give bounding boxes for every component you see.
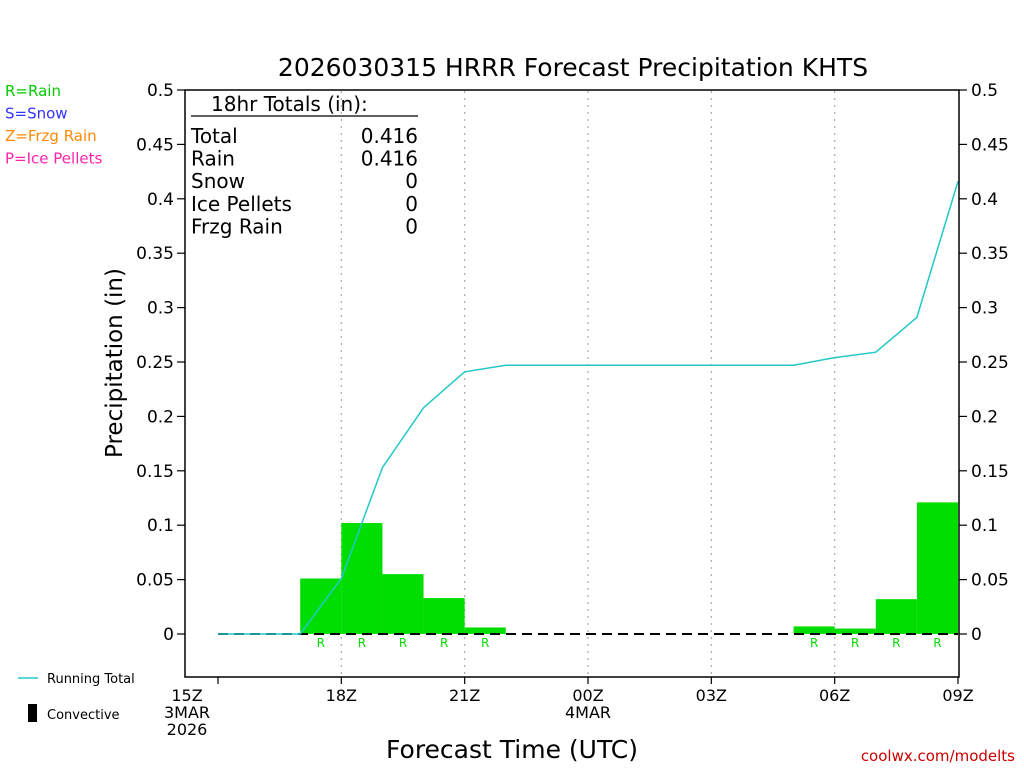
- ptype-mark: R: [892, 636, 900, 650]
- y-axis-right: 0 0.05 0.1 0.15 0.2 0.25 0.3 0.35 0.4 0.45 0.5: [959, 81, 1009, 645]
- ptype-legend-item: R=Rain: [5, 82, 61, 100]
- x-tick-label: 3MAR: [164, 703, 210, 722]
- y-tick-label-left: 0.35: [136, 244, 174, 264]
- x-tick-label: 06Z: [819, 686, 850, 705]
- y-tick-label-right: 0.2: [971, 407, 998, 427]
- totals-box: 18hr Totals (in): Total 0.416 Rain 0.416 Sno…: [190, 92, 418, 238]
- y-tick-label-left: 0.25: [136, 353, 174, 373]
- ptype-mark: R: [481, 636, 489, 650]
- y-tick-label-right: 0.15: [971, 462, 1009, 482]
- y-tick-label-left: 0.15: [136, 462, 174, 482]
- y-tick-label-right: 0.35: [971, 244, 1009, 264]
- ptype-mark: R: [933, 636, 941, 650]
- x-tick-label: 21Z: [449, 686, 480, 705]
- y-tick-label-right: 0.05: [971, 571, 1009, 591]
- y-tick-label-right: 0.5: [971, 81, 998, 101]
- y-tick-label-right: 0.25: [971, 353, 1009, 373]
- ptype-legend: R=Rain S=Snow Z=Frzg Rain P=Ice Pellets: [5, 82, 102, 168]
- y-tick-label-left: 0.3: [147, 299, 174, 319]
- totals-row-value: 0.416: [361, 124, 418, 148]
- totals-heading: 18hr Totals (in):: [211, 92, 368, 116]
- y-tick-label-left: 0.5: [147, 81, 174, 101]
- running-total-legend-label: Running Total: [47, 672, 135, 687]
- y-tick-label-right: 0: [971, 625, 982, 645]
- totals-row-label: Total: [190, 124, 238, 148]
- running-total-legend: Running Total: [18, 672, 135, 687]
- x-tick-label: 00Z: [572, 686, 603, 705]
- x-tick-label: 18Z: [326, 686, 357, 705]
- x-tick-label: 2026: [167, 720, 208, 739]
- y-tick-label-left: 0.45: [136, 135, 174, 155]
- totals-row-label: Rain: [191, 147, 235, 171]
- chart-title: 2026030315 HRRR Forecast Precipitation K…: [278, 53, 868, 82]
- ptype-legend-item: Z=Frzg Rain: [5, 127, 97, 145]
- ptype-mark: R: [317, 636, 325, 650]
- totals-row-value: 0: [405, 214, 418, 238]
- convective-legend-label: Convective: [47, 708, 120, 723]
- precip-bar: [793, 626, 835, 634]
- y-tick-label-left: 0.2: [147, 407, 174, 427]
- totals-row-label: Frzg Rain: [191, 214, 283, 238]
- precip-bar: [464, 627, 506, 634]
- y-tick-label-right: 0.4: [971, 190, 998, 210]
- ptype-mark: R: [399, 636, 407, 650]
- ptype-mark: R: [810, 636, 818, 650]
- precip-bar: [834, 628, 876, 634]
- y-tick-label-left: 0.4: [147, 190, 174, 210]
- y-axis-left: 0 0.05 0.1 0.15 0.2 0.25 0.3 0.35 0.4 0.45 0.5: [136, 81, 185, 645]
- ptype-mark: R: [440, 636, 448, 650]
- y-axis-label: Precipitation (in): [102, 268, 128, 458]
- precip-bar: [341, 523, 383, 634]
- precip-bar: [382, 574, 424, 634]
- convective-legend: Convective: [28, 704, 120, 723]
- x-axis-label: Forecast Time (UTC): [386, 735, 638, 764]
- convective-legend-swatch: [28, 704, 37, 722]
- y-tick-label-left: 0.1: [147, 516, 174, 536]
- totals-row-label: Ice Pellets: [191, 192, 292, 216]
- precip-bar: [875, 599, 917, 634]
- x-tick-label: 15Z: [171, 686, 202, 705]
- y-tick-label-left: 0.05: [136, 571, 174, 591]
- ptype-legend-item: P=Ice Pellets: [5, 150, 102, 168]
- credit-text: coolwx.com/modelts: [861, 747, 1015, 765]
- totals-row-value: 0.416: [361, 147, 418, 171]
- plot-frame: [184, 89, 960, 678]
- running-total-line: [218, 181, 959, 635]
- y-tick-label-right: 0.45: [971, 135, 1009, 155]
- y-tick-label-right: 0.1: [971, 516, 998, 536]
- x-tick-label: 4MAR: [565, 703, 611, 722]
- x-tick-label: 03Z: [696, 686, 727, 705]
- ptype-legend-item: S=Snow: [5, 105, 68, 123]
- precip-bar: [916, 502, 958, 634]
- y-tick-label-left: 0: [163, 625, 174, 645]
- totals-row-value: 0: [405, 169, 418, 193]
- ptype-mark: R: [851, 636, 859, 650]
- totals-row-value: 0: [405, 192, 418, 216]
- precip-bar: [423, 598, 465, 634]
- x-tick-label: 09Z: [942, 686, 973, 705]
- totals-row-label: Snow: [191, 169, 245, 193]
- y-tick-label-right: 0.3: [971, 299, 998, 319]
- ptype-mark: R: [358, 636, 366, 650]
